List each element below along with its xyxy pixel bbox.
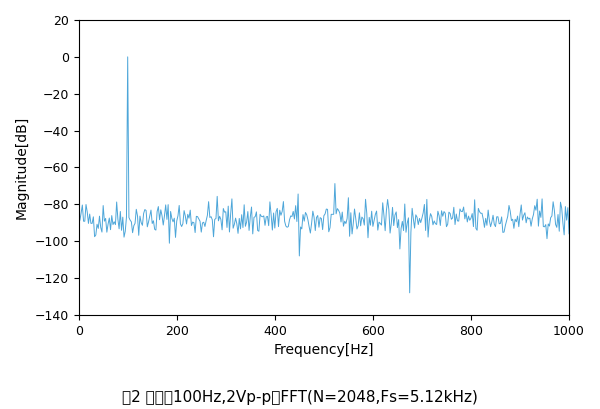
Text: 図2 正弦波100Hz,2Vp-pのFFT(N=2048,Fs=5.12kHz): 図2 正弦波100Hz,2Vp-pのFFT(N=2048,Fs=5.12kHz) <box>122 390 478 405</box>
Y-axis label: Magnitude[dB]: Magnitude[dB] <box>15 116 29 219</box>
X-axis label: Frequency[Hz]: Frequency[Hz] <box>274 343 374 357</box>
